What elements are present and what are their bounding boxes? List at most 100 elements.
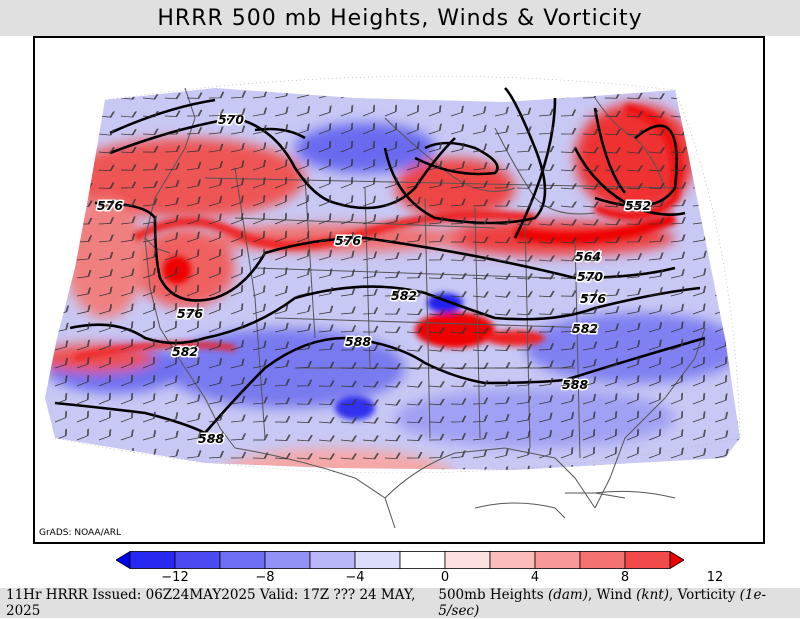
wind-barb (98, 303, 113, 315)
wind-barb (54, 183, 71, 190)
wind-barb (186, 468, 202, 470)
wind-barb (428, 235, 444, 243)
wind-barb (626, 235, 643, 243)
wind-barb (142, 180, 158, 189)
wind-barb (385, 470, 400, 476)
wind-barb (318, 176, 332, 189)
wind-barb (450, 105, 464, 117)
wind-barb (714, 215, 729, 225)
wind-barb (516, 395, 532, 405)
wind-barb (626, 287, 642, 297)
wind-barb (516, 163, 533, 171)
footer-vort-label: , Vorticity (668, 587, 740, 603)
wind-barb (230, 266, 244, 279)
wind-barb (582, 341, 598, 351)
wind-barb (736, 357, 740, 369)
wind-barb (296, 398, 313, 405)
wind-barb (142, 198, 158, 207)
wind-barb (670, 465, 685, 470)
wind-barb (472, 344, 489, 352)
wind-barb (252, 377, 268, 387)
wind-barb (98, 286, 113, 297)
wind-barb (98, 217, 114, 225)
wind-barb (582, 165, 599, 172)
wind-barb (296, 342, 312, 351)
wind-barb (54, 92, 71, 99)
wind-barb (428, 141, 443, 153)
wind-barb (208, 248, 222, 261)
wind-barb (142, 285, 156, 297)
wind-barb (252, 107, 268, 117)
wind-barb (76, 465, 90, 470)
wind-barb (516, 413, 531, 423)
wind-barb (384, 122, 398, 135)
wind-barb (582, 110, 599, 117)
contour-label: 582 (572, 321, 598, 336)
wind-barb (538, 273, 555, 280)
wind-barb (604, 323, 620, 333)
footer-heights-unit: (dam) (547, 587, 588, 603)
wind-barb (186, 127, 203, 135)
wind-barb (538, 360, 554, 369)
wind-barb (494, 255, 511, 262)
wind-barb (98, 182, 115, 189)
wind-barb (76, 374, 90, 387)
wind-barb (582, 272, 599, 279)
wind-barb (428, 105, 442, 117)
wind-barb (472, 180, 488, 189)
wind-barb (296, 434, 313, 442)
wind-barb (164, 338, 178, 351)
wind-barb (648, 129, 665, 136)
wind-barb (450, 254, 467, 261)
wind-barb (296, 416, 313, 423)
wind-barb (296, 141, 310, 153)
wind-barb (648, 304, 663, 315)
wind-barb (494, 236, 511, 244)
wind-barb (626, 410, 640, 423)
wind-barb (604, 236, 621, 243)
wind-barb (230, 451, 247, 459)
wind-barb (120, 303, 134, 315)
wind-barb (494, 396, 510, 405)
wind-barb (736, 284, 740, 297)
wind-barb (582, 236, 599, 244)
colorbar-tick-label: −8 (255, 570, 275, 585)
wind-barb (582, 289, 599, 297)
wind-barb (692, 411, 706, 423)
wind-barb (318, 105, 332, 117)
wind-barb (208, 161, 223, 171)
wind-barb (538, 201, 555, 208)
wind-barb (318, 324, 334, 333)
wind-barb (98, 429, 112, 441)
wind-barb (736, 375, 740, 387)
wind-barb (340, 435, 357, 442)
vorticity-map: 570 576 576 576 582 582 588 588 582 576 … (45, 75, 741, 529)
wind-barb (384, 308, 401, 315)
wind-barb (186, 109, 203, 117)
wind-barb (670, 339, 684, 351)
wind-barb (362, 177, 376, 189)
wind-barb (76, 339, 90, 351)
wind-barb (98, 164, 115, 172)
wind-barb (406, 363, 423, 370)
wind-barb (670, 199, 687, 207)
wind-barb (560, 219, 577, 226)
wind-barb (494, 106, 509, 117)
wind-barb (76, 428, 90, 441)
wind-barb (736, 214, 740, 225)
wind-barb (692, 163, 709, 171)
wind-barb (142, 393, 156, 405)
wind-barb (560, 237, 577, 244)
wind-barb (428, 345, 445, 352)
wind-barb (230, 142, 245, 153)
wind-barb (384, 141, 398, 153)
wind-barb (538, 89, 554, 99)
wind-barb (340, 88, 354, 99)
colorbar-segment (219, 551, 266, 569)
wind-barb (98, 269, 113, 279)
wind-barb (604, 411, 618, 423)
wind-barb (362, 307, 379, 315)
wind-barb (252, 322, 267, 333)
wind-barb (340, 287, 356, 297)
wind-barb (274, 341, 290, 351)
